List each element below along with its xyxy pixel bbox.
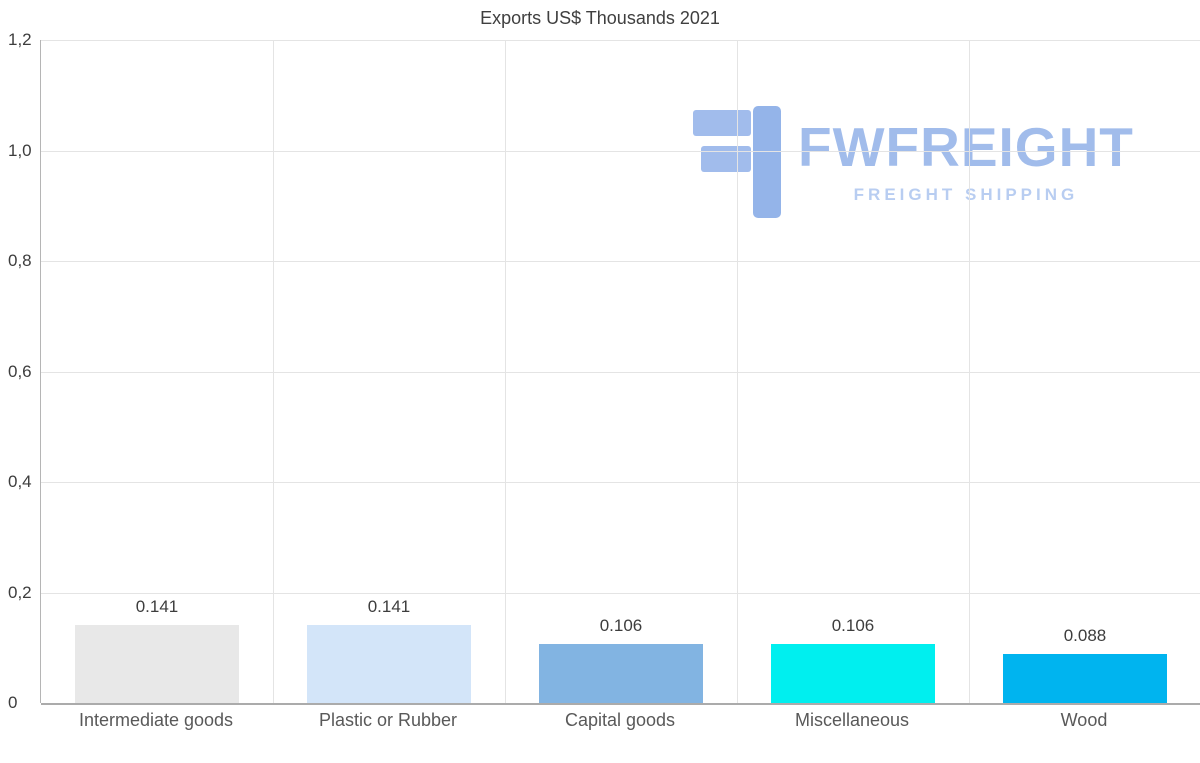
bar — [307, 625, 471, 703]
y-tick-label: 0,2 — [8, 582, 32, 602]
plot-area: FWFREIGHT FREIGHT SHIPPING 0.141 0.141 0.1… — [40, 40, 1200, 705]
vertical-gridline — [969, 40, 970, 703]
x-axis: Intermediate goods Plastic or Rubber Capit… — [40, 710, 1200, 740]
x-category-label: Plastic or Rubber — [318, 710, 458, 730]
y-tick-label: 0,6 — [8, 361, 32, 381]
watermark-brand: FWFREIGHT — [798, 116, 1134, 178]
y-tick-label: 1,0 — [8, 140, 32, 160]
watermark-tagline: FREIGHT SHIPPING — [853, 185, 1079, 204]
horizontal-gridline — [41, 150, 1200, 152]
y-tick-label: 0,8 — [8, 251, 32, 270]
bar — [539, 644, 703, 703]
y-tick-label: 1,2 — [8, 30, 32, 49]
horizontal-gridline — [41, 482, 1200, 483]
y-tick-label: 0,4 — [8, 472, 32, 491]
horizontal-gridline — [41, 592, 1200, 594]
x-axis-line — [41, 703, 1200, 705]
bar — [75, 625, 239, 703]
x-category-label: Miscellaneous — [794, 710, 910, 730]
fwfreight-logo-icon — [693, 106, 781, 218]
bar — [771, 644, 935, 703]
watermark-text: FWFREIGHT FREIGHT SHIPPING — [798, 106, 1134, 205]
bar — [1003, 654, 1167, 703]
bar-value-label: 0.088 — [1063, 626, 1107, 645]
vertical-gridline — [737, 40, 738, 703]
vertical-gridline — [273, 40, 274, 703]
x-category-label: Capital goods — [564, 710, 676, 730]
horizontal-gridline — [41, 261, 1200, 262]
watermark-logo: FWFREIGHT FREIGHT SHIPPING — [689, 106, 1134, 218]
x-category-label: Wood — [1060, 710, 1108, 730]
chart-title: Exports US$ Thousands 2021 — [480, 8, 720, 28]
bar-value-label: 0.141 — [367, 597, 411, 616]
bar-value-label: 0.106 — [831, 616, 875, 635]
x-category-label: Intermediate goods — [78, 710, 234, 730]
y-tick-label: 0 — [8, 693, 18, 712]
horizontal-gridline — [41, 371, 1200, 373]
bar-value-label: 0.106 — [599, 616, 643, 635]
horizontal-gridline — [41, 40, 1200, 41]
bar-value-label: 0.141 — [135, 597, 179, 616]
vertical-gridline — [505, 40, 506, 703]
